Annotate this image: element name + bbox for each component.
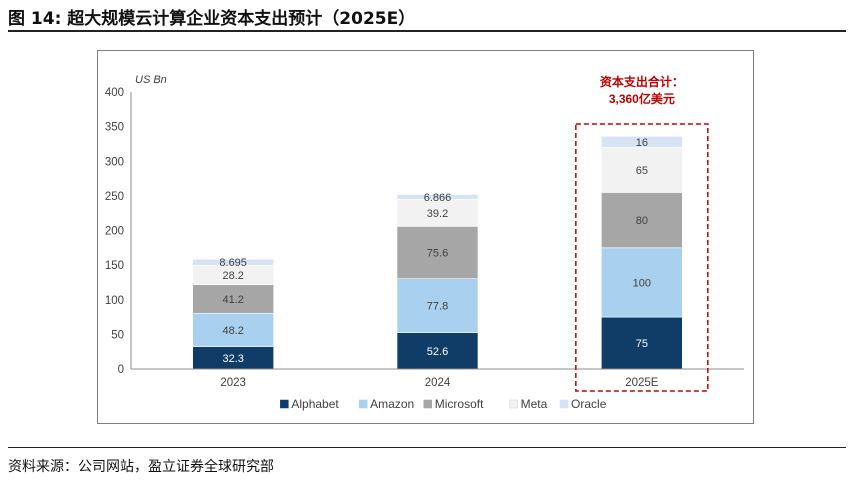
data-label: 8.695 xyxy=(219,257,247,269)
bar-segment-amazon xyxy=(396,278,479,333)
data-label: 41.2 xyxy=(222,294,243,306)
bar-segment-oracle xyxy=(601,136,683,148)
legend-swatch-microsoft xyxy=(423,399,432,409)
data-label: 75 xyxy=(636,338,648,350)
data-label: 28.2 xyxy=(222,270,243,282)
y-tick-label: 350 xyxy=(105,122,124,134)
highlight-box xyxy=(575,123,709,392)
source-note: 资料来源：公司网站，盈立证券全球研究部 xyxy=(8,459,274,475)
y-tick-label: 300 xyxy=(105,156,124,168)
data-label: 48.2 xyxy=(222,325,243,337)
legend-swatch-meta xyxy=(509,399,518,409)
y-tick-label: 200 xyxy=(105,226,124,238)
bar-segment-microsoft xyxy=(601,192,683,249)
title-rule xyxy=(8,30,846,32)
data-label: 16 xyxy=(636,137,648,149)
y-tick-label: 400 xyxy=(105,87,124,99)
bar-segment-meta xyxy=(601,147,683,193)
x-tick-label: 2023 xyxy=(220,377,246,389)
bar-segment-microsoft xyxy=(396,226,479,279)
bar-segment-oracle xyxy=(396,194,479,200)
bar-segment-alphabet xyxy=(396,332,479,370)
data-label: 52.6 xyxy=(427,346,448,358)
annotation-line-1: 资本支出合计： xyxy=(600,74,684,89)
legend-label-amazon: Amazon xyxy=(370,397,414,411)
data-label: 6.866 xyxy=(424,192,452,204)
data-label: 80 xyxy=(636,215,648,227)
annotation-line-2: 3,360亿美元 xyxy=(609,91,675,106)
bar-segment-meta xyxy=(396,198,479,227)
y-tick-label: 100 xyxy=(105,295,124,307)
figure-title: 图 14: 超大规模云计算企业资本支出预计（2025E） xyxy=(8,9,416,29)
bar-segment-alphabet xyxy=(601,316,683,370)
data-label: 100 xyxy=(633,277,651,289)
legend-label-microsoft: Microsoft xyxy=(435,397,484,411)
data-label: 32.3 xyxy=(222,353,243,365)
bar-segment-amazon xyxy=(192,312,274,347)
bar-segment-amazon xyxy=(601,247,683,318)
data-label: 75.6 xyxy=(427,248,448,260)
x-tick-label: 2025E xyxy=(625,377,659,389)
legend-label-alphabet: Alphabet xyxy=(291,397,339,411)
x-tick-label: 2024 xyxy=(425,377,451,389)
data-label: 65 xyxy=(636,165,648,177)
bar-segment-oracle xyxy=(192,258,274,266)
bar-segment-microsoft xyxy=(192,284,274,314)
y-tick-label: 50 xyxy=(111,329,124,341)
data-label: 77.8 xyxy=(427,301,448,313)
legend-label-meta: Meta xyxy=(521,397,548,411)
y-tick-label: 150 xyxy=(105,260,124,272)
legend-swatch-amazon xyxy=(358,399,368,409)
unit-label: US Bn xyxy=(135,74,167,86)
data-label: 39.2 xyxy=(427,208,448,220)
legend-swatch-oracle xyxy=(559,399,569,409)
y-tick-label: 0 xyxy=(118,364,124,376)
source-rule xyxy=(8,447,846,448)
legend-label-oracle: Oracle xyxy=(571,397,607,411)
chart-frame: 0 50 100 150 200 250 300 350 400 US Bn 32.3 48.2 41.… xyxy=(97,50,754,424)
y-tick-label: 250 xyxy=(105,191,124,203)
stacked-bar-chart: 0 50 100 150 200 250 300 350 400 US Bn 32.3 48.2 41.… xyxy=(105,74,744,411)
legend-swatch-alphabet xyxy=(280,399,289,409)
